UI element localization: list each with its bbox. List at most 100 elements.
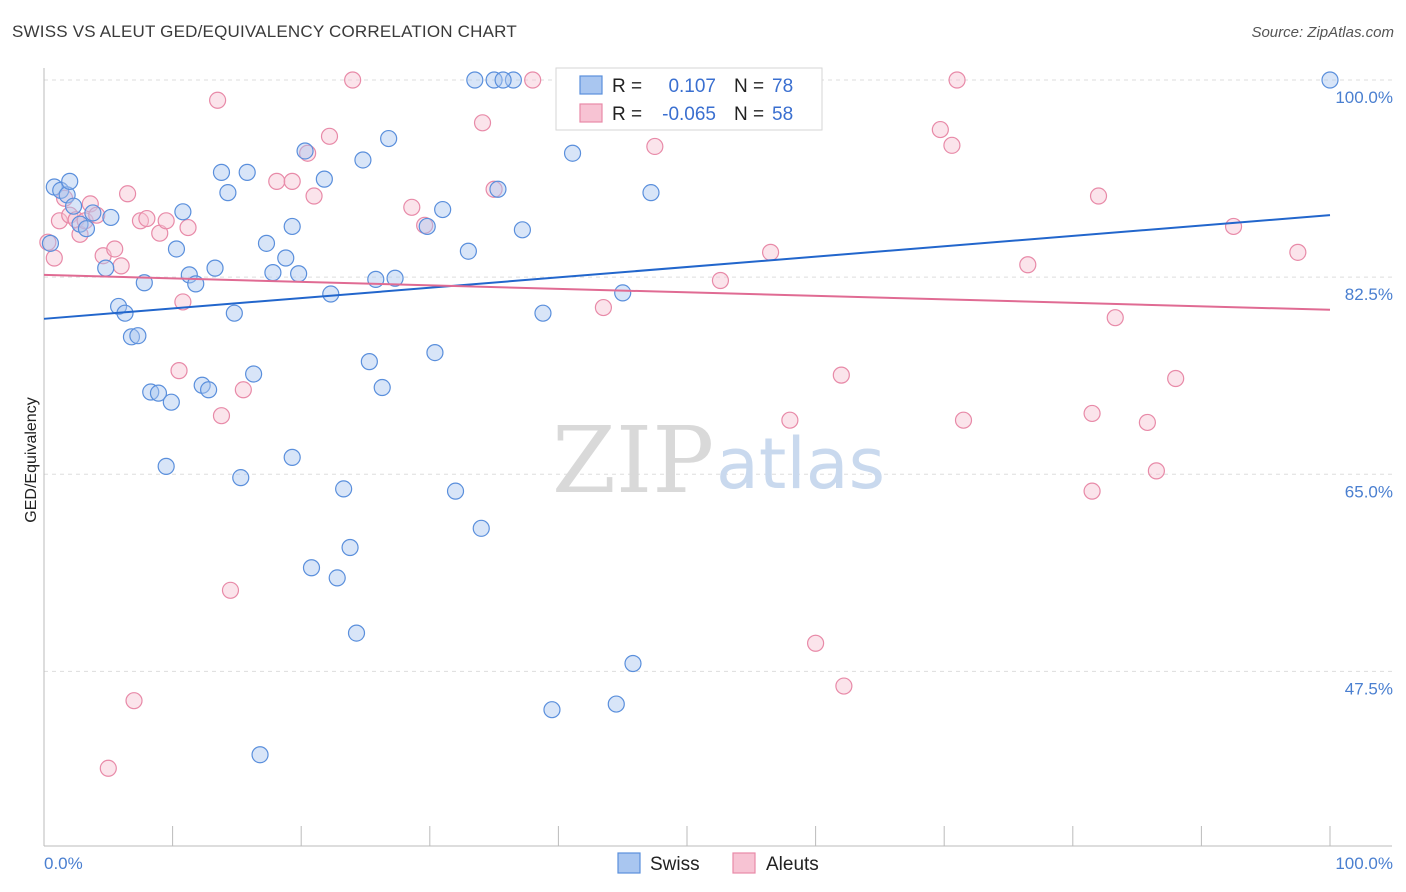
- swiss-point: [157, 457, 175, 475]
- legend-swiss-n-value: 78: [772, 76, 793, 97]
- swiss-point: [328, 569, 346, 587]
- x-axis-ticks: [43, 826, 1331, 846]
- aleut-point: [403, 198, 421, 216]
- swiss-point: [290, 265, 308, 283]
- swiss-point: [64, 197, 83, 215]
- swiss-point: [264, 264, 282, 282]
- swiss-point: [341, 538, 359, 557]
- swiss-point: [245, 365, 263, 383]
- legend-swiss-n-label: N =: [734, 76, 764, 97]
- swiss-point: [315, 170, 333, 188]
- swiss-point: [174, 203, 192, 221]
- aleut-point: [118, 185, 137, 203]
- aleut-point: [344, 71, 362, 89]
- swiss-point: [322, 285, 340, 303]
- aleut-point: [1167, 369, 1185, 388]
- swiss-point: [296, 142, 314, 160]
- aleut-point: [781, 411, 799, 429]
- swiss-point: [283, 448, 301, 466]
- swiss-point: [534, 304, 552, 322]
- swiss-point: [607, 695, 625, 713]
- swiss-point: [97, 259, 115, 277]
- legend-aleut-n-label: N =: [734, 104, 764, 125]
- aleut-point: [1083, 482, 1101, 500]
- y-tick-label: 47.5%: [1345, 679, 1393, 698]
- swiss-point: [61, 172, 79, 190]
- aleut-point: [1083, 404, 1101, 423]
- aleut-point: [473, 114, 492, 132]
- legend-bottom-swatch-aleut: [732, 852, 756, 874]
- x-tick-label-max: 100.0%: [1335, 854, 1393, 873]
- legend-swatch-swiss: [579, 75, 603, 95]
- aleut-point: [320, 127, 339, 145]
- legend-swiss-r-value: 0.107: [668, 76, 716, 97]
- aleut-point: [299, 144, 317, 162]
- legend-swiss-r-label: R =: [612, 76, 642, 97]
- aleut-point: [1106, 309, 1124, 327]
- swiss-point: [459, 242, 477, 260]
- swiss-point: [426, 344, 444, 362]
- aleut-point: [209, 91, 227, 109]
- swiss-point: [485, 71, 503, 89]
- aleut-point: [524, 71, 542, 89]
- swiss-point: [472, 519, 490, 537]
- aleut-point: [594, 298, 613, 317]
- aleut-point: [305, 187, 323, 205]
- aleut-point: [99, 759, 117, 777]
- swiss-point: [149, 384, 168, 402]
- legend-bottom: Swiss Aleuts: [617, 852, 819, 875]
- watermark-zip: ZIP: [552, 407, 714, 514]
- aleut-point: [646, 137, 664, 156]
- aleut-point: [268, 172, 286, 190]
- aleut-point: [138, 209, 156, 228]
- aleut-point: [806, 634, 825, 652]
- swiss-point: [41, 234, 60, 252]
- swiss-points: [41, 71, 1339, 764]
- swiss-point: [466, 71, 484, 89]
- aleut-point: [1224, 217, 1243, 236]
- aleut-point: [711, 271, 730, 290]
- aleut-point: [174, 293, 192, 311]
- aleut-point: [212, 407, 231, 425]
- swiss-point: [380, 129, 398, 148]
- swiss-point: [642, 184, 660, 202]
- legend-top: R = 0.107 N = 78 R = -0.065 N = 58: [555, 67, 823, 131]
- aleut-point: [170, 362, 188, 380]
- aleut-point: [234, 381, 252, 399]
- swiss-point: [386, 269, 404, 287]
- aleut-point: [221, 581, 240, 599]
- swiss-point: [219, 184, 237, 202]
- legend-aleut-r-value: -0.065: [662, 104, 716, 125]
- aleut-trend-line: [43, 273, 1331, 311]
- aleut-point: [835, 677, 853, 695]
- legend-bottom-swiss-label: Swiss: [650, 854, 700, 875]
- aleut-point: [1289, 243, 1307, 261]
- swiss-point: [283, 217, 301, 236]
- aleut-point: [948, 71, 966, 89]
- aleut-point: [485, 180, 503, 198]
- swiss-point: [84, 204, 102, 222]
- aleut-point: [45, 249, 63, 267]
- swiss-point: [624, 654, 642, 673]
- swiss-point: [232, 469, 250, 487]
- legend-aleut-n-value: 58: [772, 104, 793, 125]
- aleut-point: [179, 218, 197, 237]
- swiss-point: [489, 180, 507, 198]
- swiss-point: [513, 221, 531, 239]
- swiss-point: [257, 234, 276, 252]
- swiss-trend-line: [43, 214, 1331, 320]
- aleut-point: [832, 366, 850, 384]
- swiss-point: [347, 624, 366, 642]
- legend-bottom-aleut-label: Aleuts: [766, 854, 819, 875]
- swiss-point: [446, 482, 465, 500]
- swiss-point: [212, 163, 231, 181]
- swiss-point: [122, 328, 141, 346]
- aleut-point: [1147, 462, 1165, 480]
- swiss-point: [238, 163, 256, 181]
- swiss-point: [135, 274, 153, 292]
- swiss-point: [360, 353, 378, 371]
- swiss-point: [543, 701, 561, 719]
- aleut-point: [954, 411, 973, 429]
- aleut-point: [1019, 256, 1037, 274]
- swiss-point: [167, 240, 186, 258]
